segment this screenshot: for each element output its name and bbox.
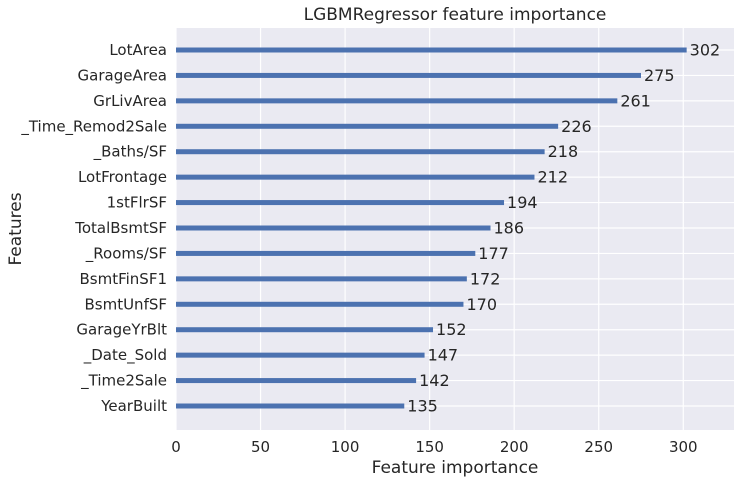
y-tick-label: GarageArea — [78, 66, 167, 84]
y-tick-label: GrLivArea — [93, 92, 167, 110]
data-label: 261 — [620, 91, 651, 110]
x-tick-label: 0 — [171, 438, 181, 456]
x-tick-label: 200 — [500, 438, 529, 456]
y-tick-label: _Date_Sold — [83, 346, 167, 365]
bar — [176, 98, 618, 104]
data-label: 275 — [644, 66, 675, 85]
x-tick-label: 50 — [251, 438, 270, 456]
data-label: 302 — [690, 41, 721, 60]
bar — [176, 276, 467, 282]
data-label: 172 — [470, 269, 501, 288]
bar — [176, 174, 535, 180]
bar — [176, 123, 559, 129]
data-label: 186 — [494, 219, 525, 238]
y-tick-label: BsmtUnfSF — [84, 295, 167, 313]
bar — [176, 301, 464, 307]
x-tick-label: 100 — [331, 438, 360, 456]
y-axis-label: Features — [6, 192, 26, 265]
bar — [176, 47, 687, 53]
data-label: 194 — [507, 193, 538, 212]
y-tick-label: _Baths/SF — [93, 143, 167, 162]
bar — [176, 200, 505, 206]
y-tick-label: TotalBsmtSF — [74, 219, 167, 237]
x-tick-label: 300 — [669, 438, 698, 456]
bar — [176, 327, 434, 333]
bar — [176, 225, 491, 231]
bar — [176, 72, 641, 78]
y-tick-label: YearBuilt — [100, 397, 167, 415]
data-label: 152 — [436, 320, 467, 339]
x-axis-label: Feature importance — [372, 458, 539, 478]
bar — [176, 250, 476, 256]
data-label: 135 — [407, 397, 438, 416]
y-tick-label: LotArea — [109, 41, 167, 59]
y-tick-labels: LotArea GarageArea GrLivArea _Time_Remod2Sa… — [20, 41, 167, 415]
x-tick-label: 250 — [584, 438, 613, 456]
chart-title: LGBMRegressor feature importance — [304, 5, 607, 25]
y-tick-label: 1stFlrSF — [107, 194, 167, 212]
x-tick-label: 150 — [415, 438, 444, 456]
bar — [176, 149, 545, 155]
bar — [176, 403, 405, 409]
y-tick-label: _Rooms/SF — [85, 244, 167, 263]
data-label: 142 — [419, 371, 450, 390]
bar — [176, 352, 425, 358]
bars — [176, 47, 687, 409]
data-label: 212 — [537, 168, 568, 187]
bar — [176, 378, 417, 384]
data-label: 177 — [478, 244, 509, 263]
data-label: 147 — [428, 346, 459, 365]
data-label: 226 — [561, 117, 592, 136]
data-labels: 302 275 261 226 218 212 194 186 177 172 170 152 147 1… — [407, 41, 720, 416]
x-tick-labels: 0 50 100 150 200 250 300 — [171, 438, 697, 456]
data-label: 170 — [466, 295, 497, 314]
y-tick-label: GarageYrBlt — [76, 321, 167, 339]
data-label: 218 — [548, 142, 579, 161]
y-tick-label: BsmtFinSF1 — [79, 270, 167, 288]
y-tick-label: _Time_Remod2Sale — [20, 117, 167, 136]
y-tick-label: _Time2Sale — [80, 372, 167, 391]
y-tick-label: LotFrontage — [78, 168, 167, 186]
